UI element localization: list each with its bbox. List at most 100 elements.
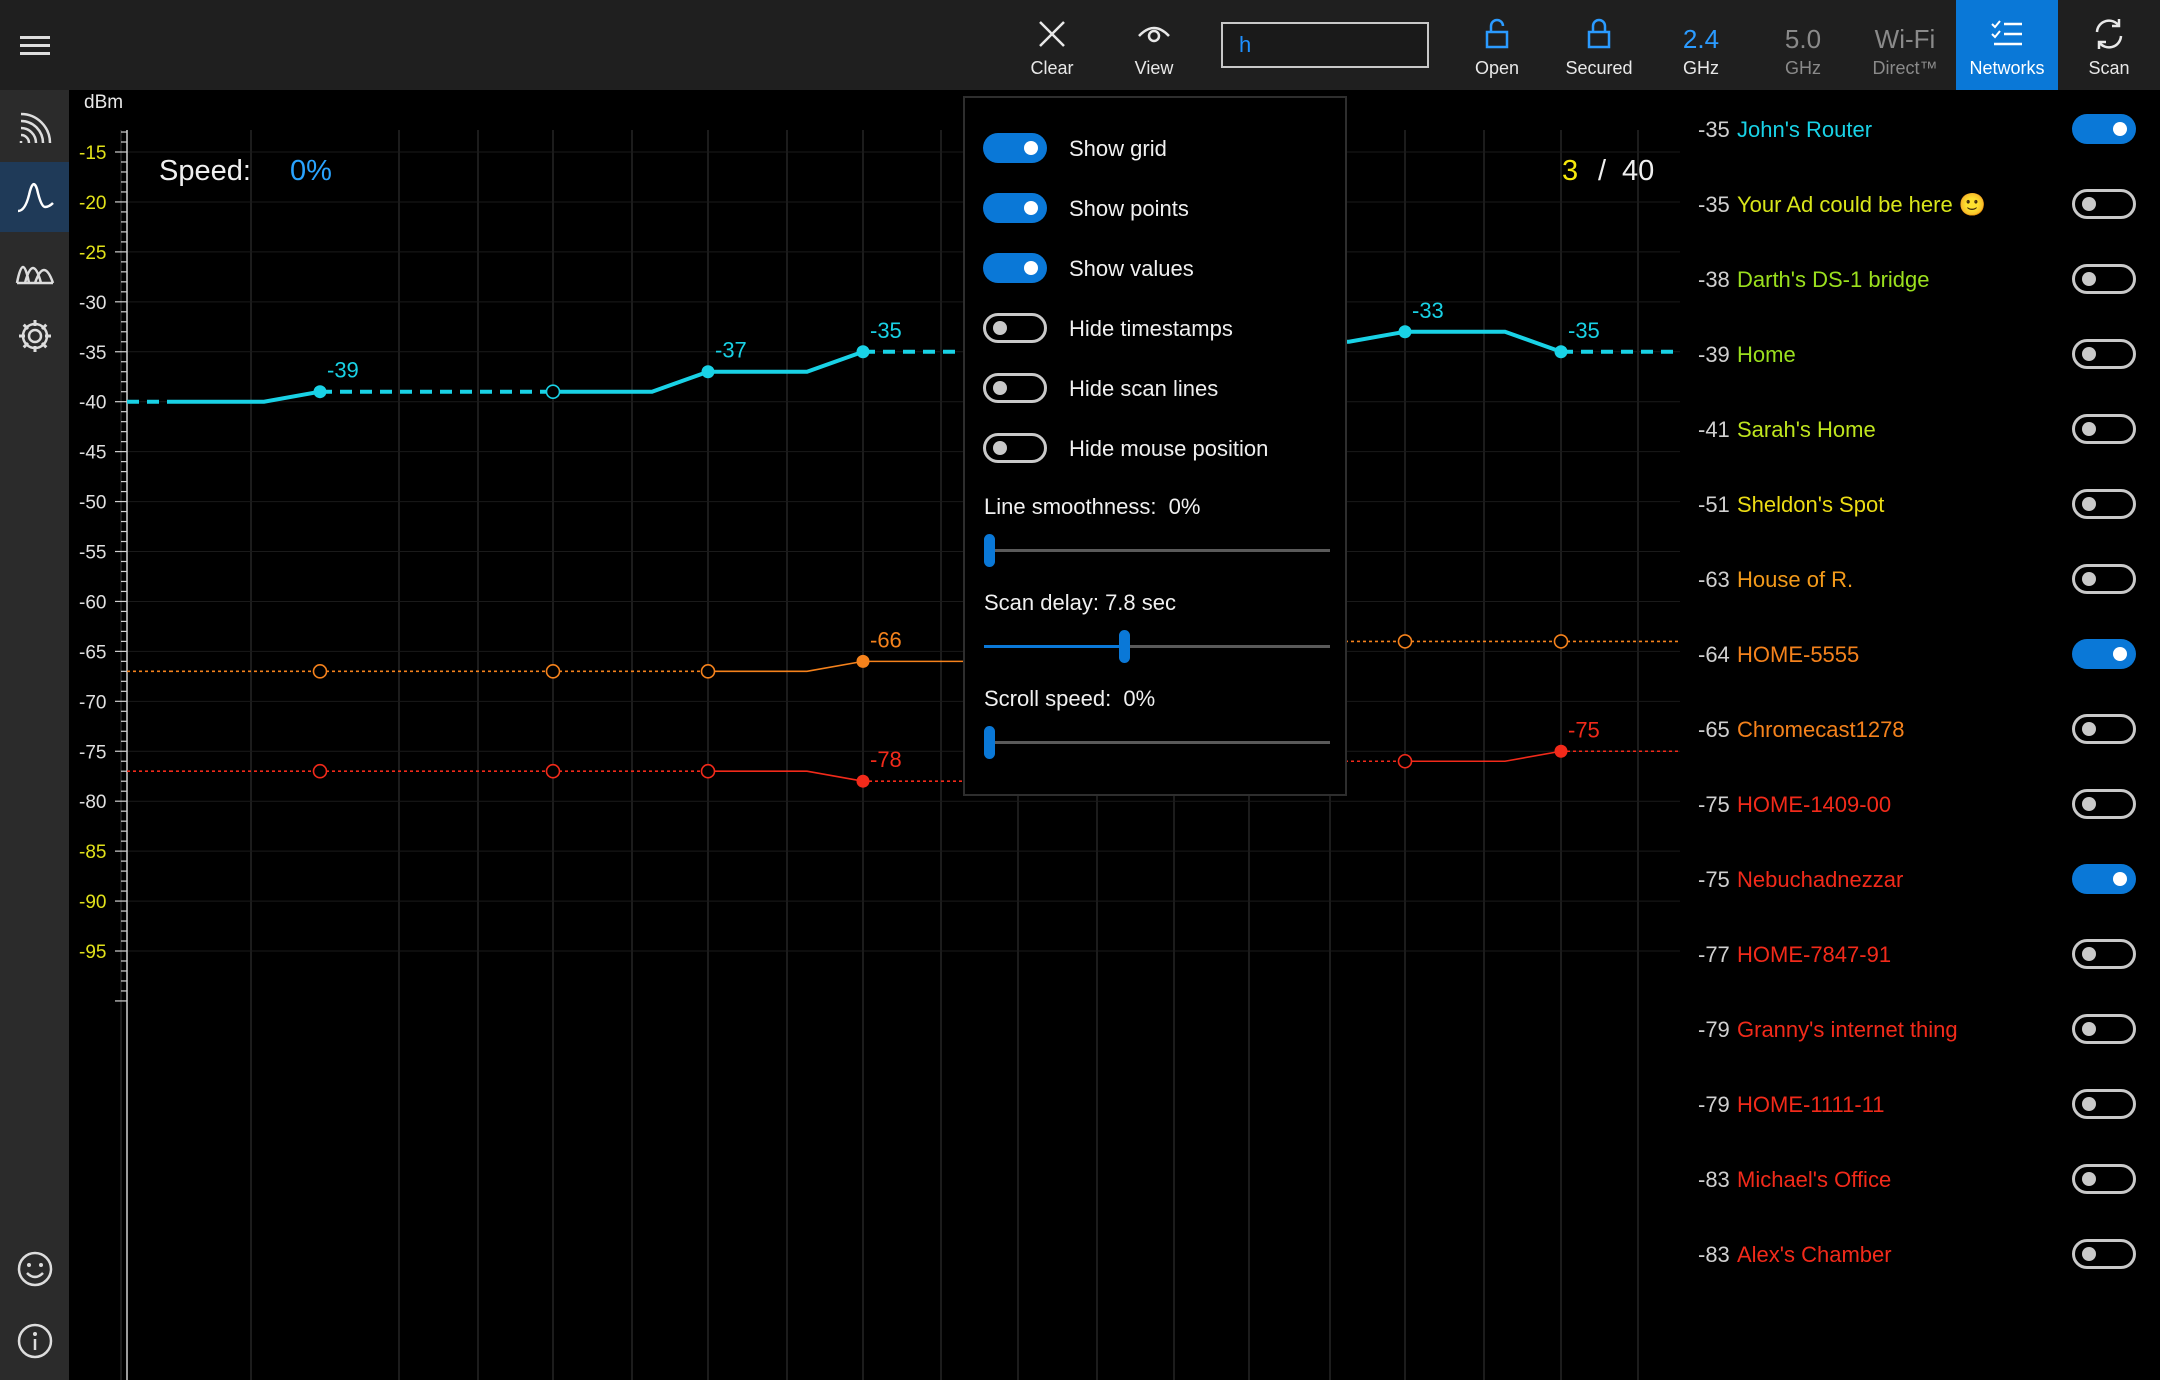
network-visibility-toggle[interactable]: [2072, 789, 2136, 819]
network-ssid: HOME-5555: [1737, 642, 1860, 667]
slider-thumb[interactable]: [1118, 630, 1130, 663]
scan-delay-slider[interactable]: [984, 630, 1330, 663]
network-visibility-toggle[interactable]: [2072, 714, 2136, 744]
toggle-hide-scan-lines[interactable]: Hide scan lines: [983, 368, 1333, 408]
toggle-show-grid[interactable]: Show grid: [983, 128, 1333, 168]
network-visibility-toggle[interactable]: [2072, 414, 2136, 444]
scan-counter-total: 40: [1622, 155, 1655, 187]
network-visibility-toggle[interactable]: [2072, 939, 2136, 969]
data-point[interactable]: [1397, 753, 1413, 769]
network-row[interactable]: -63 House of R.: [1698, 561, 2136, 601]
nav-settings[interactable]: [0, 303, 69, 373]
toggle-switch[interactable]: [983, 253, 1047, 283]
open-label: Open: [1474, 58, 1520, 78]
network-visibility-toggle[interactable]: [2072, 339, 2136, 369]
band-24-unit: GHz: [1683, 58, 1719, 78]
toggle-show-values[interactable]: Show values: [983, 248, 1333, 288]
scan-button[interactable]: Scan: [2058, 0, 2160, 90]
data-point[interactable]: [1554, 744, 1568, 758]
nav-networks-signal[interactable]: [0, 96, 69, 166]
network-dbm: -75: [1698, 792, 1730, 817]
hamburger-menu-icon[interactable]: [14, 22, 56, 68]
network-row[interactable]: -35 Your Ad could be here 🙂: [1698, 186, 2136, 226]
data-label: -37: [715, 338, 747, 363]
network-row[interactable]: -77 HOME-7847-91: [1698, 936, 2136, 976]
network-visibility-toggle[interactable]: [2072, 864, 2136, 894]
network-row[interactable]: -51 Sheldon's Spot: [1698, 486, 2136, 526]
data-point[interactable]: [312, 664, 328, 679]
data-point[interactable]: [312, 763, 328, 779]
network-visibility-toggle[interactable]: [2072, 1089, 2136, 1119]
network-row[interactable]: -79 HOME-1111-11: [1698, 1086, 2136, 1126]
data-point[interactable]: [545, 763, 561, 779]
network-row[interactable]: -39 Home: [1698, 336, 2136, 376]
view-button[interactable]: View: [1103, 0, 1205, 90]
data-point[interactable]: [856, 654, 870, 668]
network-row[interactable]: -38 Darth's DS-1 bridge: [1698, 261, 2136, 301]
slider-thumb[interactable]: [984, 534, 995, 567]
toggle-hide-mouse-position[interactable]: Hide mouse position: [983, 428, 1333, 468]
toggle-label: Show grid: [1069, 136, 1167, 161]
network-visibility-toggle[interactable]: [2072, 189, 2136, 219]
slider-thumb[interactable]: [984, 726, 995, 759]
clear-button[interactable]: Clear: [1001, 0, 1103, 90]
toggle-switch[interactable]: [983, 133, 1047, 163]
nav-about[interactable]: [0, 1308, 69, 1378]
network-visibility-toggle[interactable]: [2072, 264, 2136, 294]
nav-feedback[interactable]: [0, 1236, 69, 1306]
data-point[interactable]: [1553, 634, 1569, 649]
secured-filter-button[interactable]: Secured: [1548, 0, 1650, 90]
network-row[interactable]: -65 Chromecast1278: [1698, 711, 2136, 751]
data-point[interactable]: [1398, 325, 1412, 339]
network-row[interactable]: -83 Michael's Office: [1698, 1161, 2136, 1201]
y-axis-label: dBm: [84, 92, 123, 113]
line-smoothness-slider[interactable]: [984, 534, 1330, 567]
network-row[interactable]: -79 Granny's internet thing: [1698, 1011, 2136, 1051]
band-24ghz-button[interactable]: 2.4 GHz: [1650, 0, 1752, 90]
data-point[interactable]: [313, 385, 327, 399]
scroll-speed-slider[interactable]: [984, 726, 1330, 759]
network-row[interactable]: -35 John's Router: [1698, 111, 2136, 151]
networks-button[interactable]: Networks: [1956, 0, 2058, 90]
network-visibility-toggle[interactable]: [2072, 564, 2136, 594]
network-visibility-toggle[interactable]: [2072, 1164, 2136, 1194]
nav-channel-view[interactable]: [0, 234, 69, 304]
toggle-switch[interactable]: [983, 373, 1047, 403]
wifi-direct-button[interactable]: Wi-Fi Direct™: [1854, 0, 1956, 90]
network-visibility-toggle[interactable]: [2072, 1014, 2136, 1044]
toggle-switch[interactable]: [983, 193, 1047, 223]
network-row[interactable]: -41 Sarah's Home: [1698, 411, 2136, 451]
y-tick-label: -35: [79, 343, 106, 364]
series-line-segment: [708, 770, 864, 783]
toggle-switch[interactable]: [983, 313, 1047, 343]
toggle-hide-timestamps[interactable]: Hide timestamps: [983, 308, 1333, 348]
data-point[interactable]: [856, 345, 870, 359]
data-point[interactable]: [701, 365, 715, 379]
toggle-switch[interactable]: [983, 433, 1047, 463]
data-point[interactable]: [856, 774, 870, 788]
toggle-knob: [2082, 272, 2096, 286]
network-row[interactable]: -75 HOME-1409-00: [1698, 786, 2136, 826]
signal-strength-chart[interactable]: dBm -15 -20 -25 -30 -35 -40 -45 -50 -55 -60 -65 -70…: [69, 90, 1680, 1380]
open-filter-button[interactable]: Open: [1446, 0, 1548, 90]
network-visibility-toggle[interactable]: [2072, 1239, 2136, 1269]
data-point[interactable]: [1397, 634, 1413, 649]
network-row[interactable]: -75 Nebuchadnezzar: [1698, 861, 2136, 901]
network-visibility-toggle[interactable]: [2072, 489, 2136, 519]
data-point[interactable]: [545, 384, 561, 400]
y-tick-label: -55: [79, 543, 106, 564]
data-point[interactable]: [545, 664, 561, 679]
network-row[interactable]: -64 HOME-5555: [1698, 636, 2136, 676]
toggle-show-points[interactable]: Show points: [983, 188, 1333, 228]
search-input[interactable]: [1221, 22, 1429, 68]
data-point[interactable]: [700, 763, 716, 779]
channel-icon: [15, 249, 55, 290]
band-50ghz-button[interactable]: 5.0 GHz: [1752, 0, 1854, 90]
network-visibility-toggle[interactable]: [2072, 114, 2136, 144]
data-point[interactable]: [1554, 345, 1568, 359]
network-row[interactable]: -83 Alex's Chamber: [1698, 1236, 2136, 1276]
nav-signal-graph[interactable]: [0, 162, 69, 232]
data-point[interactable]: [700, 664, 716, 679]
network-visibility-toggle[interactable]: [2072, 639, 2136, 669]
y-tick-label: -25: [79, 243, 106, 264]
